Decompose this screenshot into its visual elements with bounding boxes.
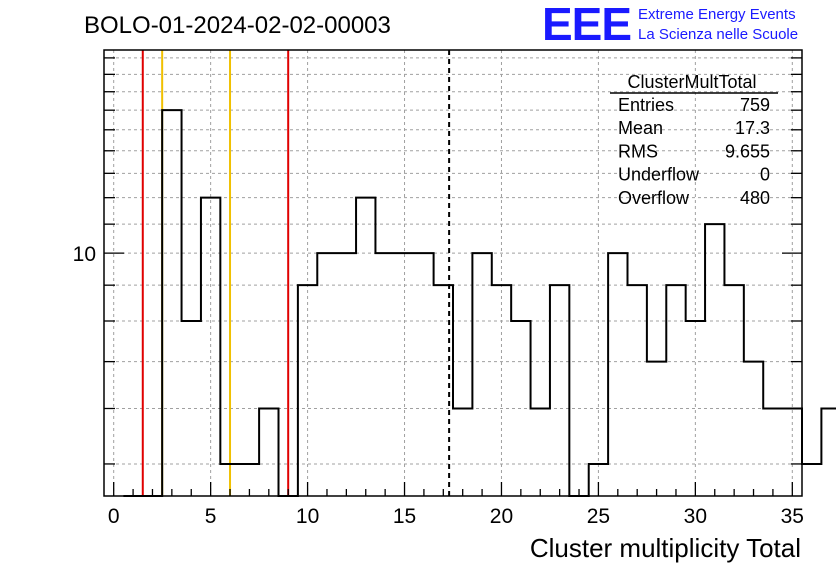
histogram-outline [123,109,836,497]
stats-value: 0 [760,165,770,185]
x-tick-label: 15 [393,505,416,528]
x-tick-label: 0 [108,505,120,528]
chart-title: BOLO-01-2024-02-02-00003 [84,12,391,39]
stats-name: ClusterMultTotal [627,72,756,92]
x-tick-label: 10 [296,505,319,528]
logo-text: EEE [542,0,631,50]
stats-label: Entries [618,95,674,115]
x-tick-label: 25 [587,505,610,528]
stats-value: 9.655 [725,141,770,161]
x-tick-label: 5 [205,505,217,528]
logo-line2: La Scienza nelle Scuole [638,26,798,43]
marker-lines [141,50,451,496]
plot-frame [103,49,803,497]
x-tick-label: 30 [684,505,707,528]
stats-label: Overflow [618,188,690,208]
stats-value: 17.3 [735,118,770,138]
x-tick-label: 20 [490,505,513,528]
logo-line1: Extreme Energy Events [638,6,796,23]
x-axis-label: Cluster multiplicity Total [530,533,801,563]
x-tick-label: 35 [781,505,804,528]
stats-label: RMS [618,141,658,161]
y-tick-label: 10 [73,243,96,266]
logo: EEE Extreme Energy Events La Scienza nel… [542,0,798,50]
stats-label: Mean [618,118,663,138]
stats-box: ClusterMultTotal Entries 759 Mean 17.3 RMS 9.… [610,72,778,208]
grid [104,50,802,496]
x-axis: 0 5 10 15 20 25 30 35 [108,482,804,528]
stats-value: 480 [740,188,770,208]
stats-label: Underflow [618,165,700,185]
stats-value: 759 [740,95,770,115]
y-axis: 10 [73,57,802,465]
